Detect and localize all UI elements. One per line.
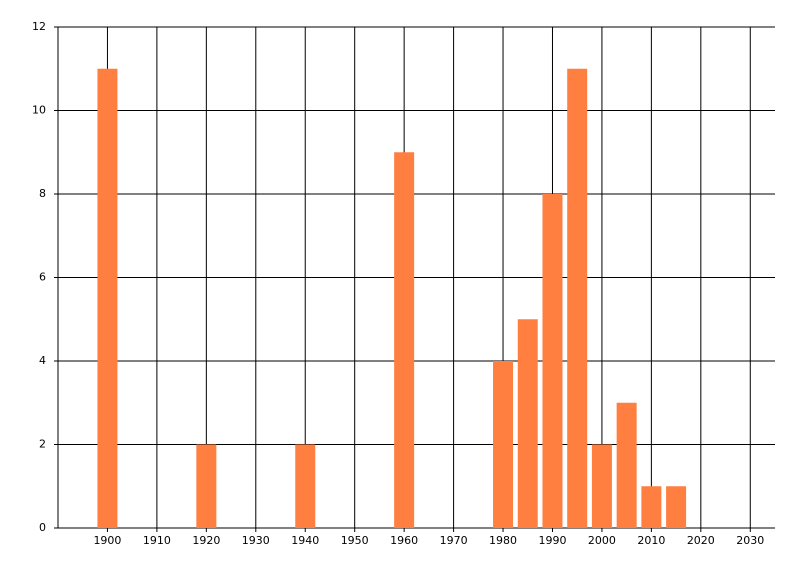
x-tick-label: 1980	[489, 534, 517, 547]
x-tick-label: 1960	[390, 534, 418, 547]
x-tick-label: 2020	[687, 534, 715, 547]
x-tick-label: 1930	[242, 534, 270, 547]
bar	[641, 486, 662, 528]
x-tick-label: 1950	[341, 534, 369, 547]
x-tick-label: 1910	[143, 534, 171, 547]
bar	[196, 444, 217, 528]
x-tick-label: 1900	[93, 534, 121, 547]
bar	[295, 444, 316, 528]
x-tick-label: 2030	[736, 534, 764, 547]
bar	[493, 361, 514, 528]
y-tick-label: 2	[39, 438, 46, 451]
x-tick-label: 2000	[588, 534, 616, 547]
x-tick-label: 1940	[291, 534, 319, 547]
y-tick-label: 10	[32, 104, 46, 117]
y-tick-label: 8	[39, 187, 46, 200]
bar	[97, 68, 118, 528]
y-tick-label: 4	[39, 354, 46, 367]
bar	[517, 319, 538, 528]
bar	[666, 486, 687, 528]
bar	[394, 152, 415, 528]
bar	[542, 194, 563, 528]
x-tick-label: 2010	[637, 534, 665, 547]
bar	[591, 444, 612, 528]
y-tick-label: 12	[32, 20, 46, 33]
x-tick-label: 1970	[440, 534, 468, 547]
x-tick-label: 1920	[192, 534, 220, 547]
y-tick-label: 0	[39, 521, 46, 534]
bar	[567, 68, 588, 528]
bar	[616, 402, 637, 528]
x-tick-label: 1990	[538, 534, 566, 547]
y-tick-label: 6	[39, 271, 46, 284]
